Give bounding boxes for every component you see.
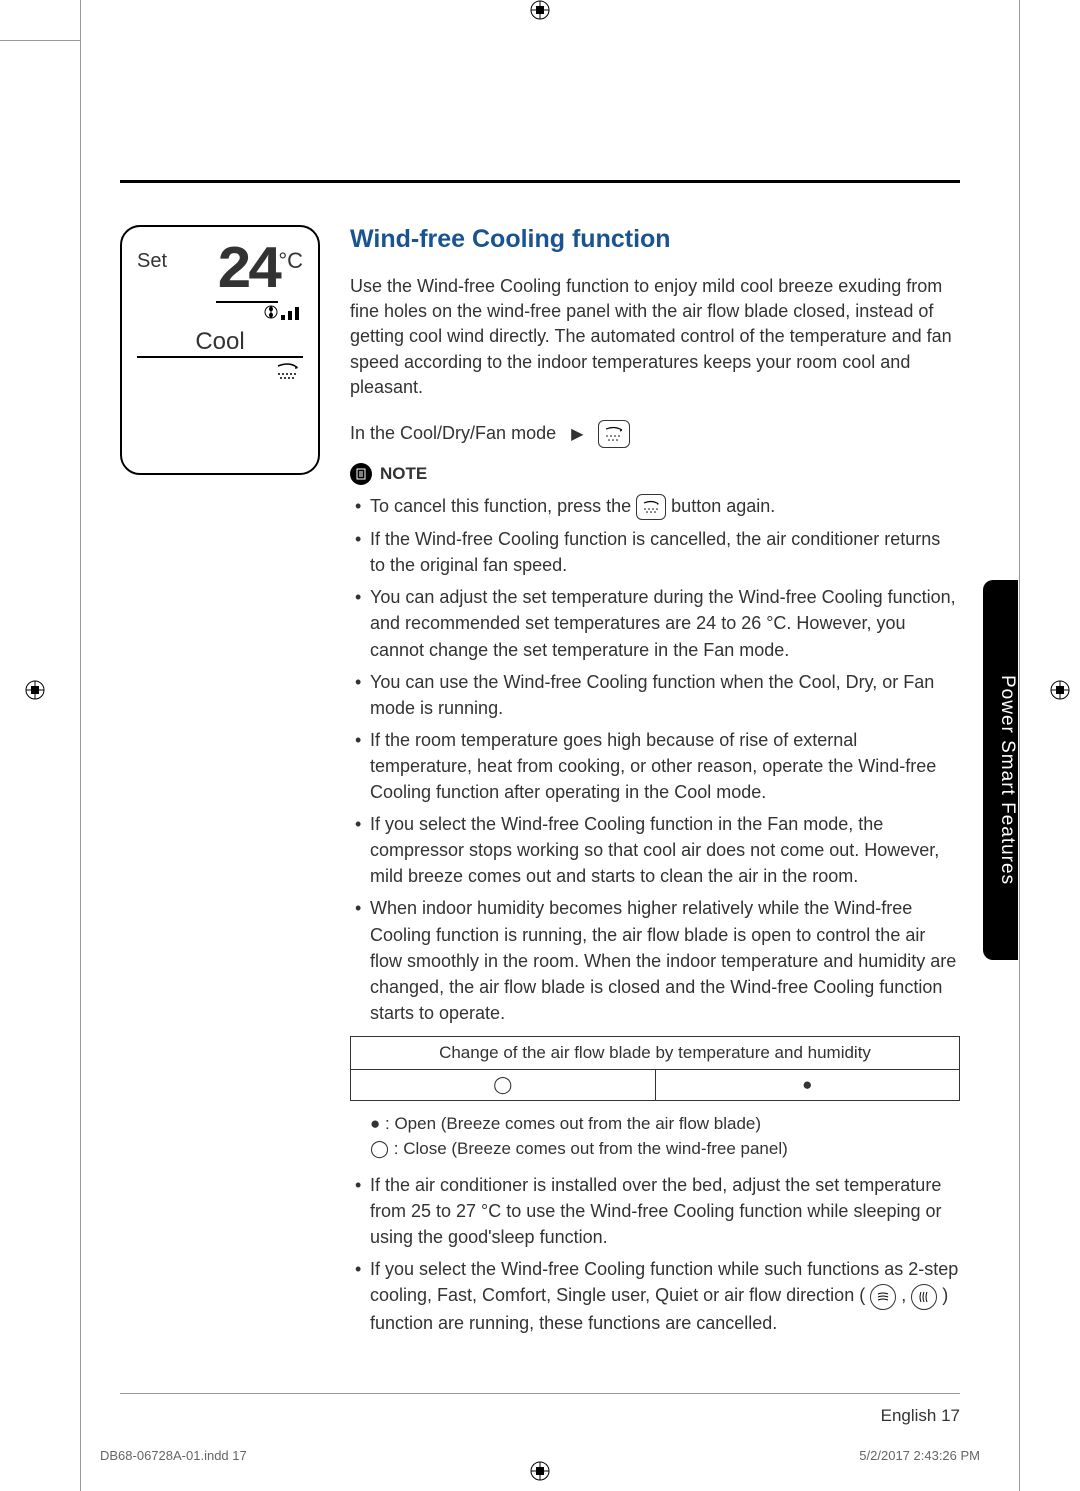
crop-line [0, 40, 80, 41]
crop-line [1019, 0, 1020, 1491]
note-list: To cancel this function, press the butto… [350, 493, 960, 1026]
note-item: If you select the Wind-free Cooling func… [350, 811, 960, 889]
temperature-value: 24 [216, 245, 278, 303]
mode-instruction: In the Cool/Dry/Fan mode ▶ [350, 420, 960, 448]
section-title: Wind-free Cooling function [350, 225, 960, 254]
footer-page-number: English 17 [881, 1406, 960, 1425]
print-footer: DB68-06728A-01.indd 17 5/2/2017 2:43:26 … [100, 1448, 980, 1463]
mode-instruction-text: In the Cool/Dry/Fan mode [350, 423, 556, 444]
note-item: To cancel this function, press the butto… [350, 493, 960, 520]
table-legend: ● : Open (Breeze comes out from the air … [370, 1111, 960, 1162]
table-header: Change of the air flow blade by temperat… [351, 1037, 959, 1070]
crop-mark-icon [530, 1461, 550, 1481]
side-tab: Power Smart Features [983, 580, 1018, 960]
note-item: If the air conditioner is installed over… [350, 1172, 960, 1250]
wind-free-icon [137, 360, 303, 387]
page-footer: English 17 [120, 1393, 960, 1426]
print-timestamp: 5/2/2017 2:43:26 PM [859, 1448, 980, 1463]
airflow-direction-icon [870, 1284, 896, 1310]
set-label: Set [137, 250, 167, 273]
legend-close: ◯ : Close (Breeze comes out from the win… [370, 1136, 960, 1162]
note-item: You can use the Wind-free Cooling functi… [350, 669, 960, 721]
remote-display: Set 24 °C Cool [120, 225, 320, 475]
note-list-continued: If the air conditioner is installed over… [350, 1172, 960, 1336]
note-icon [350, 463, 372, 485]
blade-change-table: Change of the air flow blade by temperat… [350, 1036, 960, 1101]
table-cell-close: ● [656, 1070, 960, 1100]
wind-free-button-icon [598, 420, 630, 448]
table-cell-open: ◯ [351, 1070, 656, 1100]
mode-label: Cool [137, 328, 303, 358]
arrow-right-icon: ▶ [571, 424, 583, 444]
crop-line [80, 0, 81, 1491]
table-row: ◯ ● [351, 1070, 959, 1100]
note-item: If the Wind-free Cooling function is can… [350, 526, 960, 578]
wind-free-button-icon [636, 494, 666, 520]
crop-mark-icon [530, 0, 550, 20]
note-item: When indoor humidity becomes higher rela… [350, 895, 960, 1025]
header-divider [120, 180, 960, 183]
note-label: NOTE [380, 464, 427, 484]
print-file: DB68-06728A-01.indd 17 [100, 1448, 247, 1463]
airflow-swing-icon [911, 1284, 937, 1310]
temperature-unit: °C [278, 248, 303, 274]
note-item: If you select the Wind-free Cooling func… [350, 1256, 960, 1335]
crop-mark-icon [1050, 680, 1070, 700]
fan-speed-icon [216, 303, 303, 326]
crop-mark-icon [25, 680, 45, 700]
note-item: If the room temperature goes high becaus… [350, 727, 960, 805]
legend-open: ● : Open (Breeze comes out from the air … [370, 1111, 960, 1137]
intro-paragraph: Use the Wind-free Cooling function to en… [350, 274, 960, 400]
note-item: You can adjust the set temperature durin… [350, 584, 960, 662]
